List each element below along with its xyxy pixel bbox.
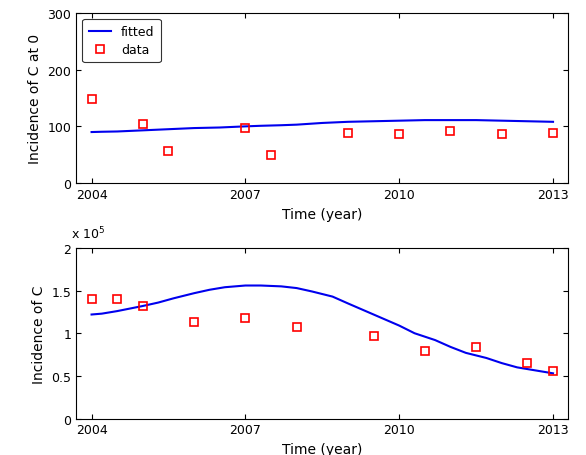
data [165, 149, 172, 154]
Legend: fitted, data: fitted, data [83, 20, 161, 63]
fitted [345, 120, 352, 125]
fitted [421, 118, 428, 124]
data [88, 97, 95, 102]
X-axis label: Time (year): Time (year) [282, 442, 363, 455]
data [550, 131, 557, 136]
fitted [498, 119, 505, 124]
fitted [88, 130, 95, 136]
Text: x 10$^5$: x 10$^5$ [71, 225, 105, 242]
data [498, 132, 505, 137]
fitted [472, 118, 479, 124]
fitted [216, 126, 223, 131]
fitted [139, 128, 146, 134]
fitted [278, 123, 285, 129]
fitted [524, 119, 531, 125]
Line: fitted: fitted [91, 121, 553, 133]
fitted [550, 120, 557, 125]
data [447, 129, 454, 134]
Y-axis label: Incidence of C at 0: Incidence of C at 0 [28, 34, 42, 164]
data [345, 131, 352, 136]
fitted [319, 121, 326, 126]
Y-axis label: Incidence of C: Incidence of C [32, 284, 46, 383]
data [396, 132, 403, 137]
fitted [165, 127, 172, 133]
fitted [114, 130, 121, 135]
data [242, 126, 249, 131]
fitted [257, 124, 264, 129]
fitted [370, 119, 377, 125]
fitted [293, 123, 300, 128]
fitted [447, 118, 454, 124]
fitted [190, 126, 197, 131]
fitted [396, 119, 403, 124]
data [267, 153, 274, 158]
Line: data: data [87, 96, 557, 160]
data [139, 121, 146, 127]
X-axis label: Time (year): Time (year) [282, 207, 363, 221]
fitted [98, 130, 105, 135]
fitted [242, 124, 249, 130]
